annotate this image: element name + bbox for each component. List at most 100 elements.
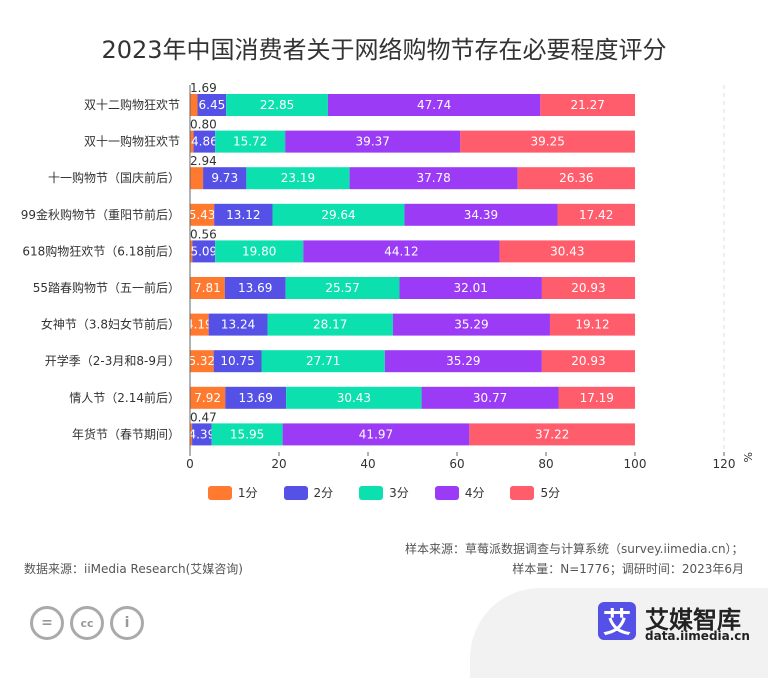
data-label: 47.74 — [417, 98, 451, 112]
data-label: 35.29 — [454, 318, 488, 332]
legend-swatch — [283, 485, 308, 500]
data-label: 10.75 — [220, 354, 254, 368]
data-label: 5.43 — [189, 208, 216, 222]
data-label: 7.92 — [194, 391, 221, 405]
bar-segment — [208, 313, 268, 336]
legend-label: 1分 — [237, 486, 258, 500]
data-label: 9.73 — [211, 171, 238, 185]
bar-segment — [190, 313, 209, 336]
bar-segment — [214, 203, 273, 226]
x-tick-label: 80 — [538, 457, 553, 471]
category-label: 十一购物节（国庆前后） — [48, 170, 180, 185]
bar-segment — [211, 423, 283, 446]
legend: 1分 2分 3分 4分 5分 — [0, 484, 768, 501]
legend-label: 5分 — [540, 486, 561, 500]
bar-segment — [215, 240, 304, 263]
data-label: 13.24 — [221, 318, 255, 332]
data-label: 27.71 — [306, 354, 340, 368]
data-label: 4.39 — [188, 427, 215, 441]
data-label: 37.78 — [416, 171, 450, 185]
logo-url: data.iimedia.cn — [645, 629, 750, 643]
x-unit-label: % — [741, 452, 754, 462]
legend-label: 4分 — [464, 486, 485, 500]
bar-segment — [517, 167, 635, 190]
bar-segment — [190, 130, 194, 153]
x-tick-label: 20 — [271, 457, 286, 471]
data-label: 34.39 — [464, 208, 498, 222]
data-label: 39.25 — [530, 135, 564, 149]
bar-segment — [192, 423, 212, 446]
bar-segment — [303, 240, 500, 263]
bar-segment — [213, 350, 262, 373]
data-label: 0.47 — [190, 410, 217, 424]
bar-segment — [215, 130, 286, 153]
data-label: 15.95 — [230, 427, 264, 441]
bar-segment — [421, 386, 559, 409]
chart-title: 2023年中国消费者关于网络购物节存在必要程度评分 — [101, 36, 667, 64]
legend-item[interactable]: 2分 — [283, 484, 334, 501]
bar-segment — [460, 130, 635, 153]
data-label: 37.22 — [535, 427, 569, 441]
legend-swatch — [207, 485, 232, 500]
bar-segment — [261, 350, 385, 373]
category-label: 年货节（春节期间） — [72, 426, 180, 441]
data-label: 13.69 — [238, 281, 272, 295]
stacked-bar-chart: 双十二购物狂欢节 1.69 6.45 22.85 47.74 21.27 双十一购物狂欢节 0… — [21, 81, 754, 471]
data-label: 44.12 — [384, 244, 418, 258]
bar-segment — [282, 423, 470, 446]
legend-swatch — [359, 485, 384, 500]
bar-segment — [286, 386, 422, 409]
data-label: 1.69 — [190, 81, 217, 95]
data-label: 0.56 — [190, 227, 217, 241]
data-label: 25.57 — [325, 281, 359, 295]
x-tick-label: 100 — [624, 457, 647, 471]
bar-segment — [541, 277, 636, 299]
cc-icon: cc — [70, 606, 104, 640]
data-label: 30.43 — [550, 244, 584, 258]
bar-segment — [327, 94, 541, 116]
data-label: 30.43 — [337, 391, 371, 405]
x-tick-label: 0 — [186, 457, 194, 471]
bar-segment — [224, 277, 286, 299]
bar-segment — [190, 240, 193, 263]
data-label: 26.36 — [559, 171, 593, 185]
bar-segment — [190, 350, 214, 373]
category-label: 55踏春购物节（五一前后） — [33, 280, 180, 295]
data-label: 4.19 — [186, 318, 213, 332]
legend-item[interactable]: 1分 — [207, 484, 258, 501]
data-label: 20.93 — [571, 354, 605, 368]
legend-item[interactable]: 4分 — [434, 484, 485, 501]
cc-by-icon: i — [110, 606, 144, 640]
legend-item[interactable]: 5分 — [510, 484, 560, 501]
data-label: 19.12 — [575, 318, 609, 332]
data-label: 32.01 — [454, 281, 488, 295]
bar-segment — [190, 423, 193, 446]
data-label: 13.69 — [239, 391, 273, 405]
bar-segment — [557, 203, 635, 226]
data-label: 28.17 — [313, 318, 347, 332]
data-label: 17.42 — [579, 208, 613, 222]
data-label: 22.85 — [260, 98, 294, 112]
category-label: 开学季（2-3月和8-9月） — [45, 353, 180, 368]
bar-segment — [549, 313, 636, 336]
bar-segment — [190, 386, 226, 409]
sample-source: 样本来源：草莓派数据调查与计算系统（survey.iimedia.cn）； — [405, 542, 744, 556]
category-label: 618购物狂欢节（6.18前后） — [22, 243, 180, 258]
category-label: 情人节（2.14前后） — [69, 390, 180, 405]
iimedia-logo-icon: 艾 — [598, 602, 636, 640]
bar-segment — [285, 130, 461, 153]
legend-label: 3分 — [389, 486, 409, 500]
data-label: 35.29 — [446, 354, 480, 368]
data-label: 5.32 — [188, 354, 215, 368]
bar-segment — [469, 423, 635, 446]
category-label: 99金秋购物节（重阳节前后） — [21, 207, 180, 222]
bar-segment — [197, 94, 227, 116]
bar-segment — [226, 94, 328, 116]
bar-segment — [267, 313, 393, 336]
legend-label: 2分 — [313, 486, 334, 500]
data-label: 39.37 — [356, 135, 390, 149]
bar-segment — [190, 277, 225, 299]
data-label: 5.09 — [190, 244, 217, 258]
legend-item[interactable]: 3分 — [359, 484, 409, 501]
bar-segment — [349, 167, 518, 190]
